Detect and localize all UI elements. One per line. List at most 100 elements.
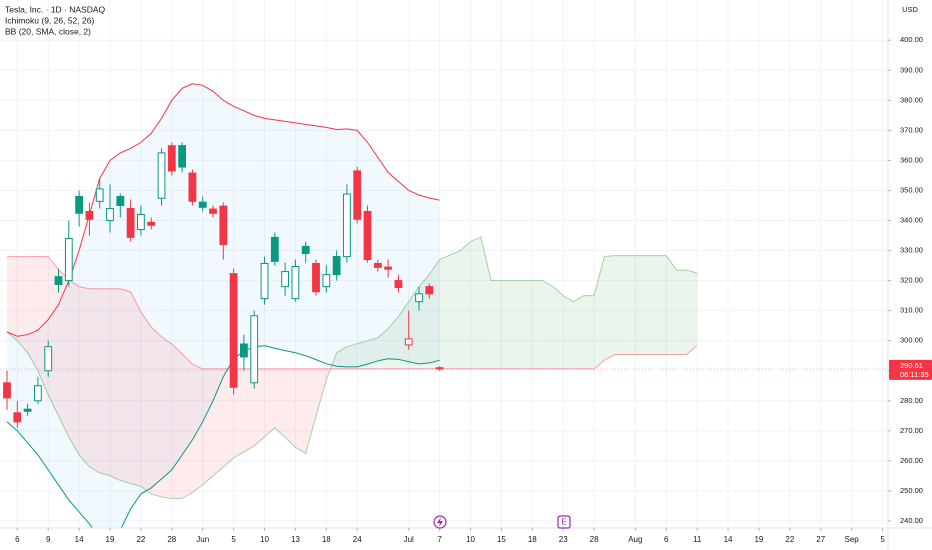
x-tick-label: 28 — [590, 535, 599, 544]
icon-bolt — [437, 517, 443, 527]
cloud-segment — [583, 295, 595, 369]
cloud-segment — [202, 368, 214, 485]
x-tick-label: 5 — [880, 535, 885, 544]
candle-body — [116, 195, 125, 206]
cloud-segment — [326, 368, 331, 380]
x-tick-label: 28 — [167, 535, 176, 544]
cloud-segment — [264, 368, 275, 437]
cloud-segment — [7, 256, 18, 341]
x-tick-label: 6 — [664, 535, 669, 544]
candle-body — [147, 221, 156, 226]
cloud-segment — [408, 286, 420, 369]
cloud-segment — [460, 241, 471, 369]
candle-body — [435, 367, 444, 370]
cloud-segment — [89, 288, 100, 473]
earnings-icon[interactable]: E — [557, 515, 571, 529]
cloud-segment — [58, 269, 69, 437]
x-tick-label: 5 — [231, 535, 236, 544]
candle-body — [384, 266, 393, 270]
x-tick-label: Jul — [404, 535, 414, 544]
cloud-segment — [655, 255, 667, 355]
candle-body — [291, 265, 300, 300]
candle-body — [23, 408, 32, 412]
icon-box — [557, 515, 571, 529]
countdown-label: 06:11:35 — [900, 370, 929, 379]
cloud-segment — [357, 340, 368, 369]
candle-body — [270, 236, 279, 262]
candle-body — [178, 145, 187, 168]
bb-lower-line — [6, 345, 440, 528]
candle-body — [13, 412, 22, 423]
grid — [0, 0, 888, 528]
candle-body — [95, 188, 104, 202]
cloud-segment — [532, 280, 543, 369]
candle-body — [404, 338, 413, 346]
cloud-segment — [367, 337, 378, 369]
indicator-label[interactable]: BB (20, SMA, close, 2) — [5, 26, 91, 36]
bb-fill — [7, 83, 440, 528]
cloud-segment — [501, 280, 512, 369]
cloud-segment — [243, 368, 255, 452]
cloud-segment — [346, 343, 358, 369]
candle-body — [54, 276, 63, 286]
x-tick-label: 24 — [353, 535, 362, 544]
y-tick-label: 240.00 — [900, 516, 923, 525]
cloud-segment — [542, 280, 553, 369]
y-tick-label: 330.00 — [900, 246, 923, 255]
last-price-label: 290.61 — [900, 361, 923, 370]
x-tick-label: 22 — [785, 535, 794, 544]
candle-body — [312, 262, 320, 293]
cloud-segment — [233, 368, 244, 458]
cloud-segment — [17, 256, 28, 353]
y-tick-label: 390.00 — [900, 65, 923, 74]
cloud-segment — [130, 291, 141, 487]
cloud-segment — [470, 237, 481, 369]
span-a-line — [6, 236, 698, 499]
cloud-segment — [573, 295, 584, 369]
candle-body — [250, 315, 259, 384]
y-tick-label: 370.00 — [900, 125, 923, 134]
cloud-segment — [398, 301, 409, 369]
cloud-segment — [686, 270, 698, 355]
cloud-segment — [182, 353, 193, 499]
cloud-segment — [295, 368, 306, 454]
axes: 240.00250.00260.00270.00280.00290.00300.… — [15, 35, 932, 544]
cloud-segment — [254, 368, 265, 446]
candle-body — [157, 152, 166, 199]
earnings-marker: E — [561, 518, 566, 527]
cloud-segment — [491, 280, 502, 369]
cloud-segment — [68, 279, 80, 455]
x-tick-label: Jun — [196, 535, 209, 544]
y-tick-label: 400.00 — [900, 35, 923, 44]
cloud-segment — [552, 286, 564, 369]
candle-body — [219, 205, 228, 246]
candle-body — [106, 207, 114, 222]
cloud-segment — [223, 368, 234, 467]
cloud-segment — [110, 288, 121, 481]
x-tick-label: Sep — [845, 535, 860, 544]
cloud-segment — [480, 237, 492, 369]
x-tick-label: 10 — [260, 535, 269, 544]
candle-body — [126, 207, 135, 238]
candle-body — [353, 170, 362, 220]
x-tick-label: 19 — [754, 535, 763, 544]
chart-title: Tesla, Inc. · 1D · NASDAQ — [5, 4, 106, 14]
y-tick-label: 360.00 — [900, 155, 923, 164]
cloud-segment — [429, 259, 440, 369]
cloud-segment — [161, 336, 172, 499]
y-tick-label: 280.00 — [900, 396, 923, 405]
y-tick-label: 340.00 — [900, 215, 923, 224]
span-b-line — [7, 256, 698, 370]
dividend-icon[interactable] — [433, 515, 447, 529]
x-tick-label: 15 — [497, 535, 506, 544]
indicator-label[interactable]: Ichimoku (9, 26, 52, 26) — [5, 15, 94, 25]
y-tick-label: 260.00 — [900, 456, 923, 465]
cloud-segment — [120, 288, 131, 484]
candle-body — [209, 208, 217, 214]
cloud-segment — [635, 255, 646, 355]
cloud-segment — [192, 364, 203, 493]
candle-body — [343, 193, 351, 258]
candle-body — [394, 280, 403, 289]
cloud-segment — [285, 368, 296, 448]
